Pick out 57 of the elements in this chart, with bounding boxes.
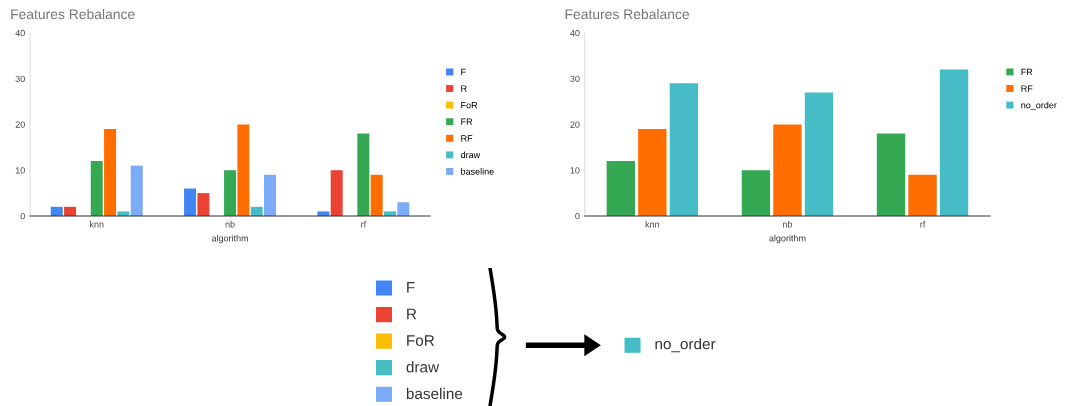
- x-tick-label: nb: [225, 220, 235, 228]
- y-tick-label: 30: [15, 75, 25, 83]
- y-tick-label: 0: [20, 212, 25, 220]
- bar: [606, 161, 636, 216]
- bar: [741, 170, 771, 216]
- bar: [876, 133, 906, 216]
- bar: [397, 202, 410, 216]
- bar: [237, 124, 250, 216]
- x-tick-label: knn: [645, 220, 660, 228]
- category-label: F: [407, 282, 415, 293]
- category-label: baseline: [406, 387, 463, 400]
- x-tick-label: rf: [920, 220, 926, 228]
- category-label: draw: [406, 361, 440, 373]
- bar: [773, 124, 802, 216]
- bar: [90, 161, 103, 216]
- legend-label: RF: [461, 135, 473, 142]
- bar: [197, 193, 210, 216]
- y-tick-label: 20: [15, 121, 25, 128]
- y-tick-label: 20: [570, 121, 580, 128]
- legend-label: baseline: [461, 168, 494, 175]
- bar: [330, 170, 343, 216]
- legend-label: FoR: [461, 102, 478, 109]
- bar: [669, 83, 699, 216]
- y-tick-label: 0: [575, 212, 580, 220]
- bar: [130, 165, 143, 216]
- bar: [184, 188, 197, 216]
- legend-label: RF: [1021, 85, 1033, 92]
- x-axis-title: algorithm: [211, 234, 249, 244]
- legend-label: no_order: [1021, 101, 1057, 111]
- chart-title: Features Rebalance: [11, 8, 135, 20]
- bar: [638, 129, 667, 216]
- bar: [357, 133, 370, 216]
- y-tick-label: 10: [570, 167, 580, 174]
- bar: [939, 69, 969, 216]
- y-tick-label: 40: [15, 29, 25, 37]
- bar: [264, 174, 277, 216]
- legend-label: draw: [460, 151, 481, 159]
- category-label: R: [407, 308, 417, 320]
- legend-label: R: [461, 85, 467, 92]
- chart-title: Features Rebalance: [565, 8, 689, 20]
- legend-label: F: [461, 68, 466, 76]
- x-tick-label: nb: [783, 220, 793, 228]
- x-tick-label: rf: [361, 220, 367, 228]
- legend-label: FR: [461, 118, 473, 125]
- category-label: no_order: [655, 338, 716, 353]
- legend-label: FR: [1021, 68, 1033, 76]
- y-tick-label: 40: [570, 29, 580, 37]
- y-tick-label: 10: [15, 167, 25, 174]
- y-tick-label: 30: [570, 75, 580, 83]
- bar: [908, 174, 937, 216]
- bar: [224, 170, 237, 216]
- x-axis-title: algorithm: [769, 234, 806, 244]
- category-label: FoR: [407, 335, 435, 346]
- bar: [370, 174, 383, 216]
- x-tick-label: knn: [90, 220, 104, 228]
- bar: [804, 92, 834, 216]
- bar: [104, 129, 117, 216]
